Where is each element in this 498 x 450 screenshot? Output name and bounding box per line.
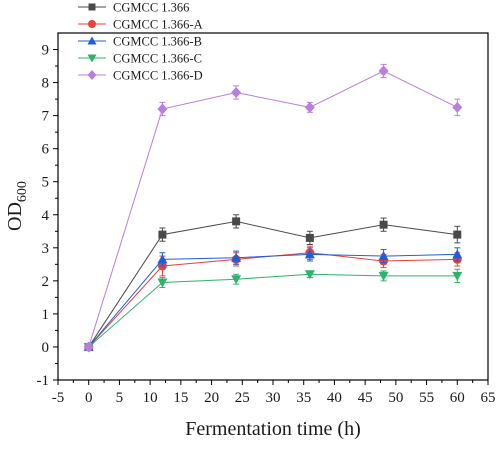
x-tick-label: 65	[481, 390, 496, 406]
x-tick-label: 35	[296, 390, 311, 406]
plot-frame	[57, 32, 489, 381]
legend-label: CGMCC 1.366-B	[113, 35, 202, 49]
legend-label: CGMCC 1.366-C	[113, 52, 202, 66]
series-2	[84, 245, 462, 352]
series-line	[88, 70, 458, 348]
y-tick-label: 0	[42, 340, 50, 356]
data-point	[452, 271, 463, 281]
data-point	[304, 270, 315, 280]
x-tick-label: 55	[419, 390, 434, 406]
data-point	[452, 249, 463, 259]
legend-marker	[87, 36, 97, 45]
legend-marker	[88, 3, 96, 11]
legend-label: CGMCC 1.366-D	[113, 69, 203, 83]
data-point	[232, 217, 241, 226]
data-point	[157, 254, 168, 264]
series-line	[88, 253, 458, 348]
legend-marker	[87, 54, 97, 63]
series-4	[83, 268, 463, 352]
y-tick-label: 5	[42, 175, 50, 191]
data-point	[231, 86, 242, 98]
data-point	[157, 278, 168, 288]
series-3	[83, 247, 463, 351]
y-tick-label: 1	[42, 307, 50, 323]
x-tick-label: -5	[52, 390, 65, 406]
x-tick-label: 5	[116, 390, 124, 406]
x-tick-label: 60	[450, 390, 465, 406]
legend-item: CGMCC 1.366-A	[78, 18, 203, 32]
data-point	[378, 251, 389, 261]
x-tick-label: 25	[235, 390, 250, 406]
legend-label: CGMCC 1.366	[113, 1, 189, 15]
y-axis-title-main: OD	[4, 202, 26, 231]
legend-item: CGMCC 1.366	[78, 1, 189, 15]
series-layer	[83, 63, 463, 353]
x-tick-label: 0	[85, 390, 93, 406]
x-tick-label: 20	[204, 390, 219, 406]
y-tick-label: 6	[42, 142, 50, 158]
series-5	[83, 63, 463, 353]
x-axis-title: Fermentation time (h)	[185, 418, 361, 440]
x-tick-label: 50	[388, 390, 403, 406]
y-tick-label: 4	[42, 208, 50, 224]
data-point	[453, 230, 462, 239]
data-point	[378, 65, 389, 77]
x-tick-label: 15	[173, 390, 188, 406]
y-tick-label: 7	[42, 109, 50, 125]
data-point	[304, 101, 315, 113]
series-line	[88, 273, 458, 348]
x-tick-label: 40	[327, 390, 342, 406]
legend-item: CGMCC 1.366-C	[78, 52, 202, 66]
legend-marker	[88, 20, 96, 28]
series-1	[84, 214, 462, 351]
data-point	[231, 275, 242, 285]
y-axis-title: OD600	[4, 181, 30, 231]
x-tick-label: 10	[143, 390, 158, 406]
x-tick-label: 30	[266, 390, 281, 406]
x-tick-label: 45	[358, 390, 373, 406]
data-point	[83, 341, 94, 353]
series-line	[88, 220, 458, 348]
legend-label: CGMCC 1.366-A	[113, 18, 203, 32]
y-tick-label: 3	[42, 241, 50, 257]
data-point	[231, 252, 242, 262]
data-point	[304, 249, 315, 259]
data-point	[157, 103, 168, 115]
data-point	[378, 271, 389, 281]
data-point	[379, 220, 388, 229]
series-line	[88, 252, 458, 348]
y-tick-label: -1	[37, 373, 50, 389]
data-point	[452, 101, 463, 113]
y-tick-label: 9	[42, 43, 50, 59]
legend-item: CGMCC 1.366-B	[78, 35, 202, 49]
legend-item: CGMCC 1.366-D	[78, 69, 203, 83]
y-tick-label: 2	[42, 274, 50, 290]
y-tick-label: 8	[42, 76, 50, 92]
legend: CGMCC 1.366 CGMCC 1.366-A CGMCC 1.366-B CGM…	[78, 1, 203, 83]
data-point	[305, 233, 314, 242]
legend-marker	[87, 70, 97, 80]
y-axis-title-subscript: 600	[15, 181, 30, 202]
data-point	[158, 230, 167, 239]
